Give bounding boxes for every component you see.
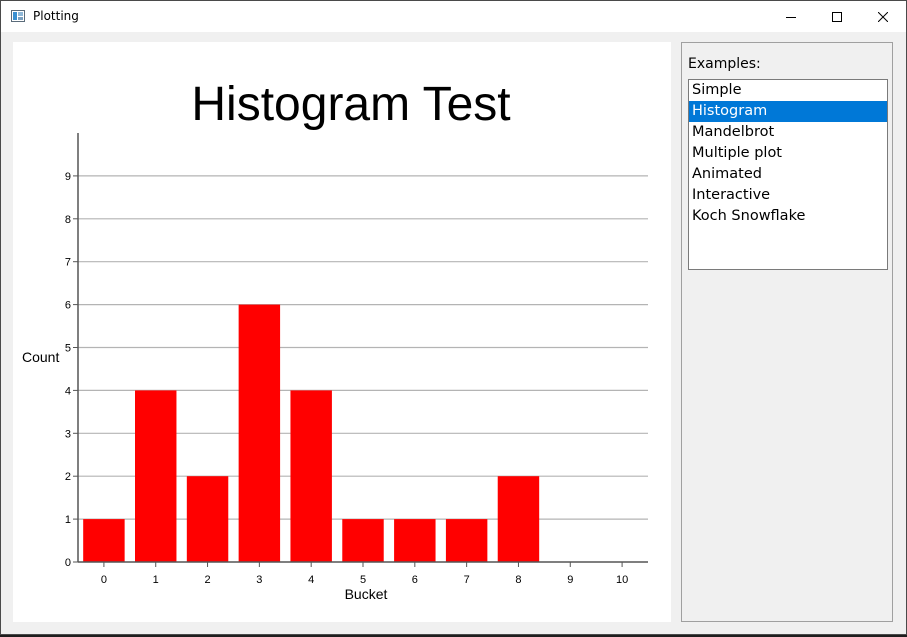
- y-tick-label: 3: [65, 428, 71, 440]
- histogram-bar: [290, 390, 332, 562]
- y-tick-label: 4: [65, 385, 71, 397]
- x-tick-label: 8: [515, 574, 521, 586]
- maximize-button[interactable]: [814, 1, 860, 32]
- chart-title: Histogram Test: [191, 78, 510, 131]
- window-title: Plotting: [33, 9, 79, 23]
- close-button[interactable]: [860, 1, 906, 32]
- example-item[interactable]: Interactive: [692, 187, 771, 203]
- example-item[interactable]: Simple: [692, 82, 742, 98]
- y-tick-label: 8: [65, 214, 71, 226]
- y-axis-label: Count: [22, 349, 59, 365]
- x-tick-label: 7: [464, 574, 470, 586]
- y-tick-label: 2: [65, 471, 71, 483]
- x-tick-label: 0: [101, 574, 107, 586]
- x-tick-label: 3: [256, 574, 262, 586]
- histogram-bar: [497, 476, 540, 562]
- y-tick-label: 1: [65, 514, 71, 526]
- x-tick-label: 6: [412, 574, 418, 586]
- x-tick-label: 1: [153, 574, 159, 586]
- y-tick-label: 5: [65, 343, 71, 355]
- histogram-bar: [186, 476, 229, 562]
- x-axis-label: Bucket: [345, 586, 388, 602]
- histogram-bar: [445, 519, 488, 562]
- examples-listbox[interactable]: Simple Histogram Mandelbrot Multiple plot An…: [688, 79, 888, 270]
- y-tick-label: 0: [65, 557, 71, 569]
- y-tick-label: 9: [65, 171, 71, 183]
- histogram-bar: [83, 519, 125, 562]
- x-tick-label: 9: [567, 574, 573, 586]
- x-tick-label: 5: [360, 574, 366, 586]
- title-bar[interactable]: Plotting: [1, 1, 906, 32]
- app-icon: [11, 10, 25, 22]
- examples-panel: Examples: Simple Histogram Mandelbrot Multi…: [681, 42, 893, 622]
- histogram-bar: [238, 304, 281, 562]
- example-item[interactable]: Multiple plot: [692, 145, 782, 161]
- close-icon: [878, 11, 888, 22]
- y-tick-label: 6: [65, 300, 71, 312]
- minimize-icon: [786, 16, 796, 18]
- minimize-button[interactable]: [768, 1, 814, 32]
- example-item[interactable]: Animated: [692, 166, 762, 182]
- histogram-bar: [342, 519, 384, 562]
- example-item[interactable]: Histogram: [689, 101, 887, 122]
- x-tick-label: 2: [204, 574, 210, 586]
- x-tick-label: 4: [308, 574, 314, 586]
- histogram-bar: [394, 519, 436, 562]
- y-tick-label: 7: [65, 257, 71, 269]
- x-tick-label: 10: [616, 574, 628, 586]
- example-item[interactable]: Koch Snowflake: [692, 208, 806, 224]
- histogram-chart: 0 1 2 3 4 5 6 7 8 9 0 1 2 3 4 5 6 7 8 9 10 Histogram Test C…: [22, 78, 648, 602]
- examples-label: Examples:: [688, 56, 761, 72]
- maximize-icon: [832, 11, 842, 22]
- plot-canvas: 0 1 2 3 4 5 6 7 8 9 0 1 2 3 4 5 6 7 8 9 10 Histogram Test C…: [13, 42, 671, 622]
- histogram-bar: [135, 390, 177, 562]
- example-item[interactable]: Mandelbrot: [692, 124, 775, 140]
